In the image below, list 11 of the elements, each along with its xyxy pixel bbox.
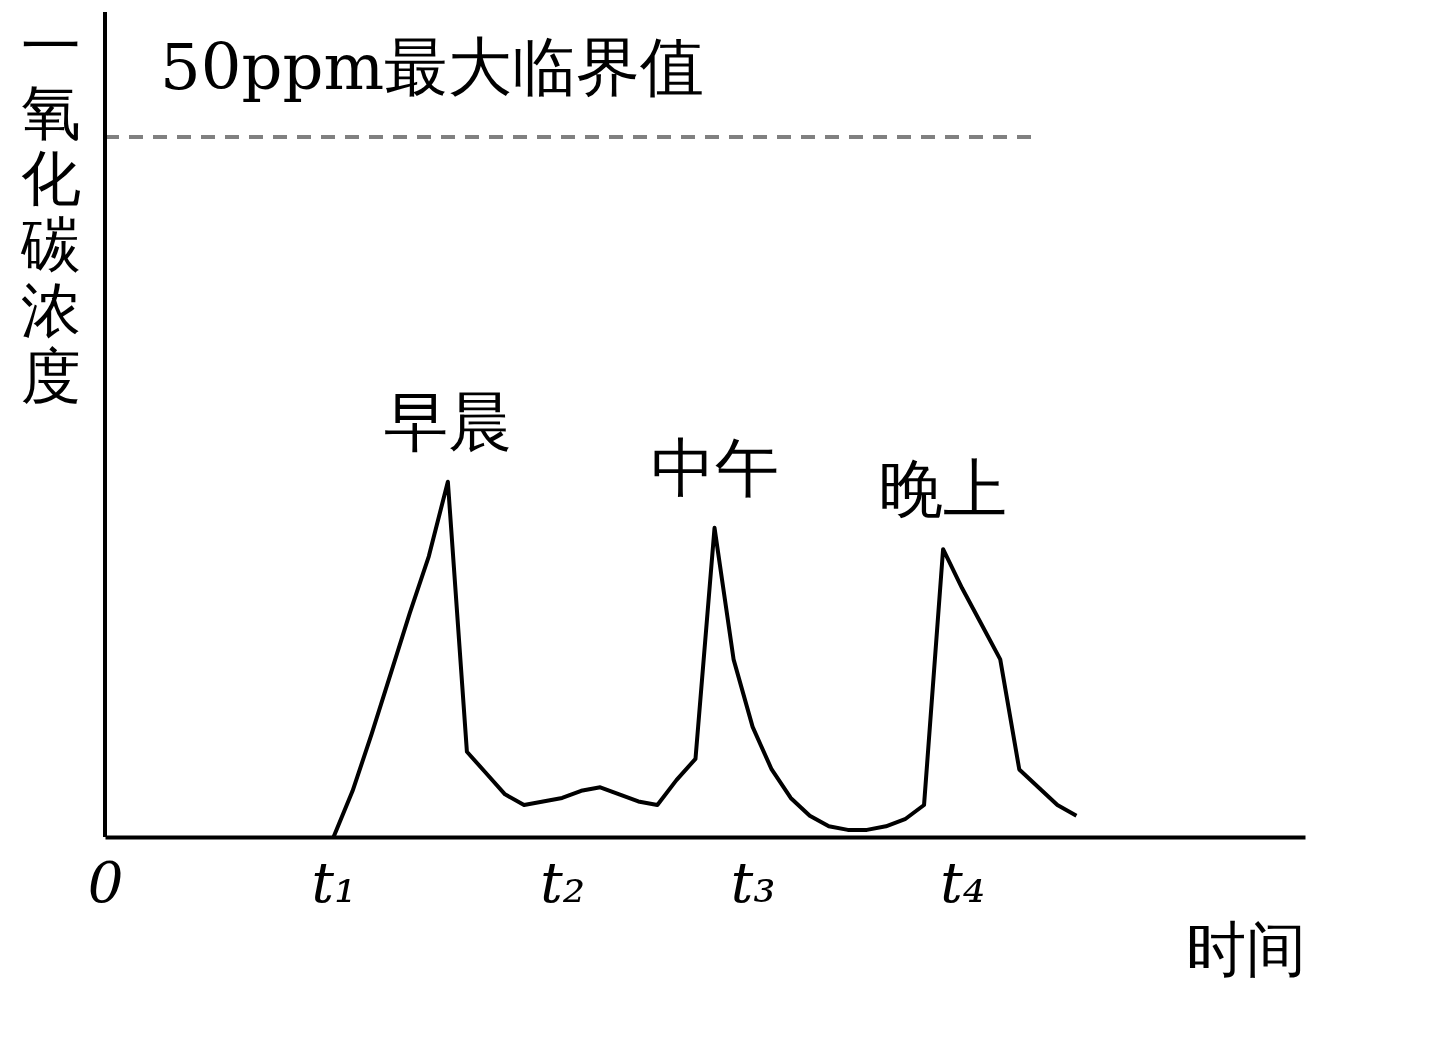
y-axis-title: 一氧化碳浓度: [19, 10, 81, 411]
x-tick-label: t₄: [940, 849, 986, 915]
x-axis-title: 时间: [1185, 913, 1306, 984]
x-tick-label: t₃: [730, 849, 776, 915]
x-tick-label: 0: [87, 849, 124, 915]
ref-line-label: 50ppm最大临界值: [160, 30, 705, 104]
annotation: 早晨: [383, 384, 512, 459]
x-tick-label: t₁: [311, 849, 357, 915]
annotation: 晚上: [879, 452, 1008, 527]
x-tick-label: t₂: [540, 849, 586, 915]
annotation: 中午: [650, 430, 779, 505]
